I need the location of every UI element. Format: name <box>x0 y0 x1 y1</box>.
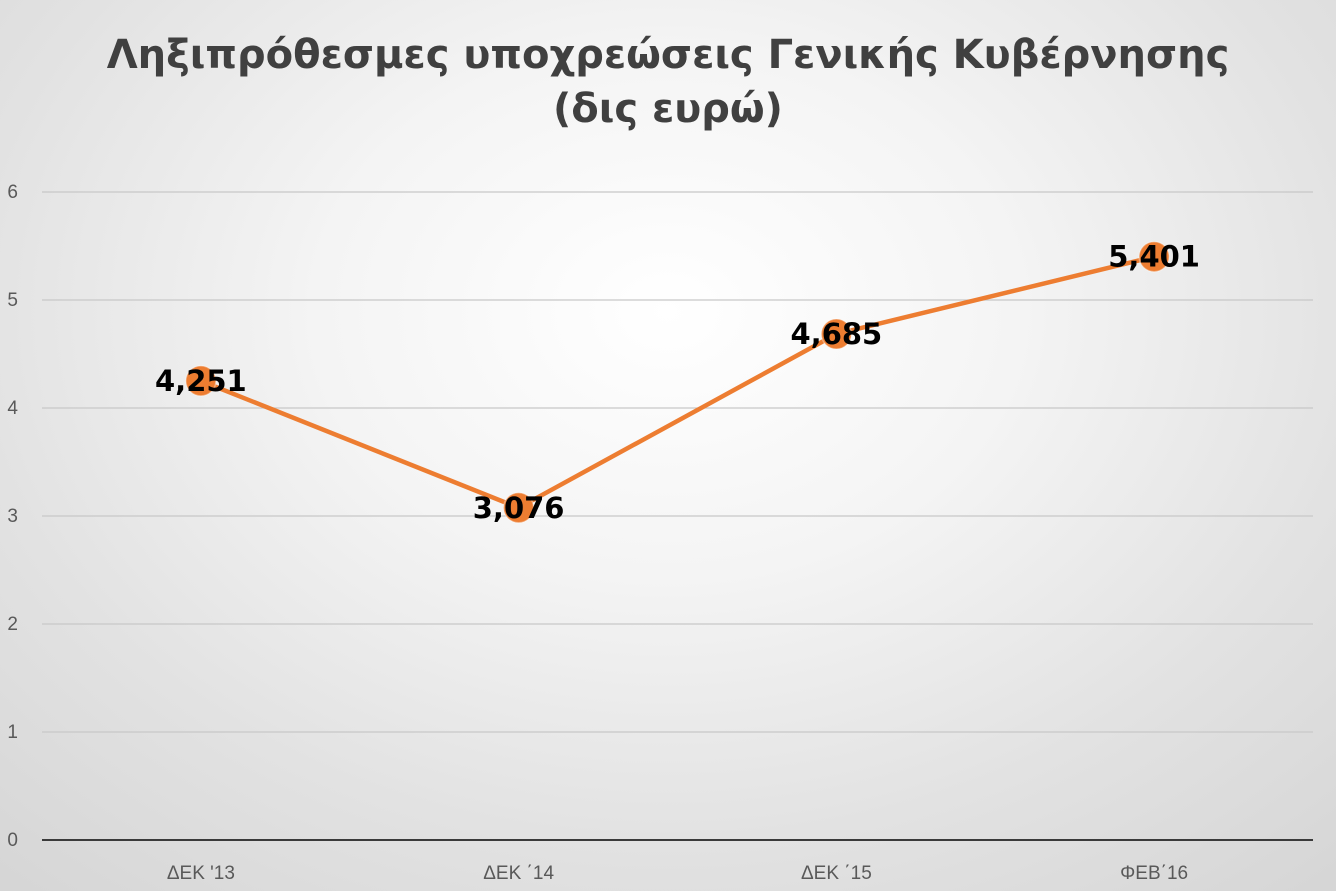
data-point-2 <box>502 492 535 524</box>
x-tick-label-1: ΔΕΚ '13 <box>167 863 235 884</box>
series-line-1 <box>198 254 1157 511</box>
chart-title-line-1: Ληξιπρόθεσμες υποχρεώσεις Γενικής Κυβέρν… <box>106 32 1230 78</box>
data-label-4: 5,401 <box>1108 240 1200 274</box>
data-label-1: 4,251 <box>155 364 247 398</box>
y-tick-label-4: 4 <box>7 398 18 419</box>
y-tick-label-1: 1 <box>7 722 18 743</box>
x-tick-label-2: ΔΕΚ ΄14 <box>483 863 554 884</box>
y-tick-label-2: 2 <box>7 614 18 635</box>
y-tick-label-5: 5 <box>7 290 18 311</box>
y-tick-label-3: 3 <box>7 506 18 527</box>
x-tick-label-4: ΦΕΒ΄16 <box>1120 863 1188 884</box>
y-tick-label-0: 0 <box>7 830 18 851</box>
chart-title-line-2: (δις ευρώ) <box>553 86 783 132</box>
data-point-4 <box>1138 240 1170 273</box>
y-tick-label-6: 6 <box>7 182 18 203</box>
data-point-1 <box>185 365 217 397</box>
data-label-3: 4,685 <box>791 317 883 351</box>
chart-title: Ληξιπρόθεσμες υποχρεώσεις Γενικής Κυβέρν… <box>0 28 1336 136</box>
data-label-2: 3,076 <box>473 491 565 525</box>
x-tick-label-3: ΔΕΚ ΄15 <box>801 863 872 884</box>
data-point-3 <box>820 318 853 350</box>
